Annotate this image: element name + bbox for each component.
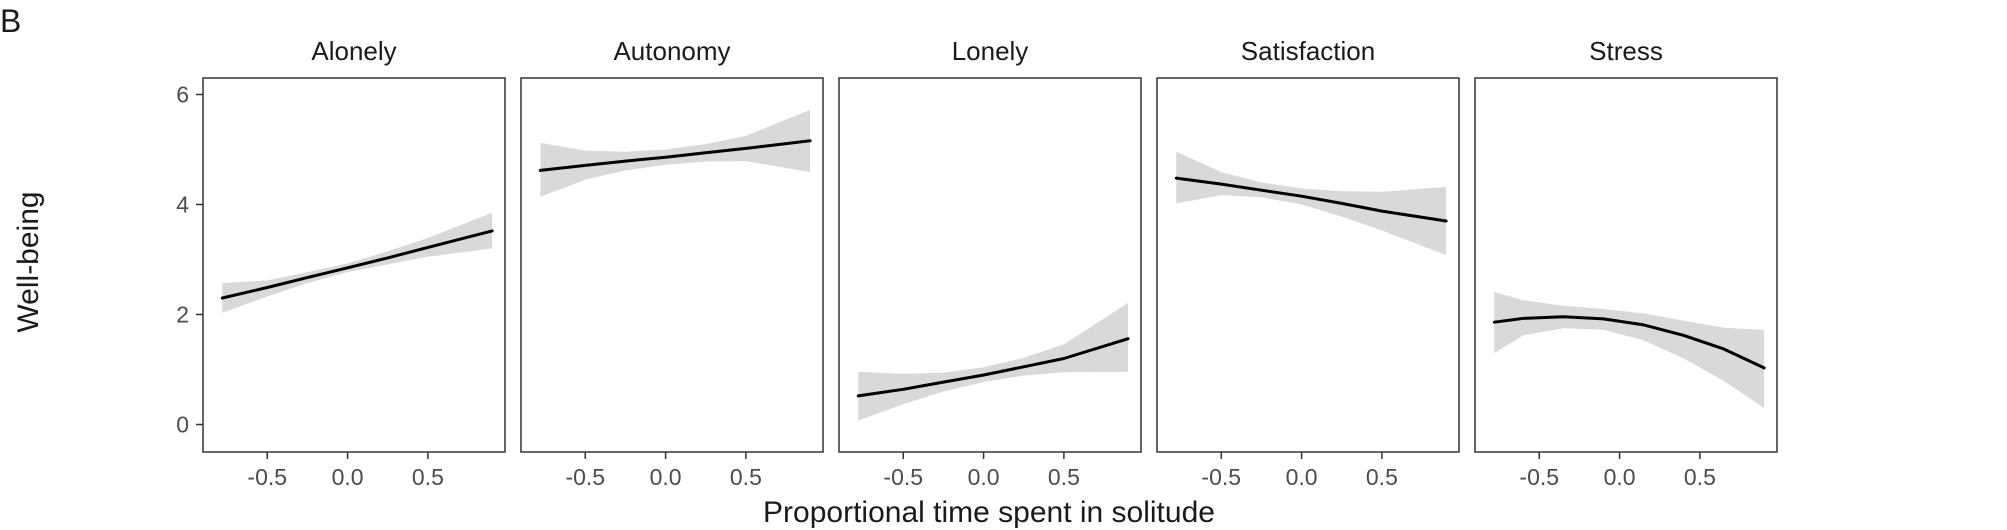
fit-line-alonely — [220, 229, 494, 300]
facet-alonely: Alonely -0.5 0.0 0.5 0 2 4 6 — [176, 36, 506, 490]
x-tick-label: -0.5 — [247, 464, 287, 490]
y-axis-label: Well-being — [12, 191, 45, 332]
x-tick-label: 0.5 — [1048, 464, 1080, 490]
x-tick-label: 0.5 — [412, 464, 444, 490]
panel-border — [1474, 77, 1778, 453]
x-tick-label: 0.5 — [1684, 464, 1716, 490]
facet-title: Lonely — [952, 36, 1029, 66]
y-tick-label: 2 — [176, 302, 189, 328]
x-tick-label: 0.5 — [730, 464, 762, 490]
x-tick-label: -0.5 — [1201, 464, 1241, 490]
confidence-ribbon-lonely — [858, 302, 1129, 421]
facet-satisfaction: Satisfaction -0.5 0.0 0.5 — [1156, 36, 1460, 490]
facet-title: Satisfaction — [1241, 36, 1375, 66]
confidence-ribbon-stress — [1494, 291, 1765, 408]
panel-border — [838, 77, 1142, 453]
facet-title: Autonomy — [613, 36, 730, 66]
x-tick-label: 0.0 — [332, 464, 364, 490]
fit-line-autonomy — [538, 139, 812, 172]
y-tick-label: 6 — [176, 82, 189, 108]
x-tick-label: 0.0 — [1604, 464, 1636, 490]
x-tick-label: -0.5 — [565, 464, 605, 490]
facet-title: Alonely — [311, 36, 396, 66]
fit-line-lonely — [856, 337, 1130, 398]
x-axis-label: Proportional time spent in solitude — [763, 496, 1215, 529]
facet-stress: Stress -0.5 0.0 0.5 — [1474, 36, 1778, 490]
panel-label: B — [0, 3, 21, 39]
x-tick-label: 0.0 — [1286, 464, 1318, 490]
y-tick-label: 0 — [176, 412, 189, 438]
x-tick-label: 0.0 — [650, 464, 682, 490]
panel-border — [1156, 77, 1460, 453]
x-tick-label: -0.5 — [883, 464, 923, 490]
confidence-ribbon-satisfaction — [1176, 151, 1447, 256]
panel-border — [520, 77, 824, 453]
panel-border — [202, 77, 506, 453]
facet-autonomy: Autonomy -0.5 0.0 0.5 — [520, 36, 824, 490]
y-tick-label: 4 — [176, 192, 189, 218]
x-tick-label: 0.5 — [1366, 464, 1398, 490]
facet-lonely: Lonely -0.5 0.0 0.5 — [838, 36, 1142, 490]
x-tick-label: -0.5 — [1519, 464, 1559, 490]
fit-line-stress — [1492, 315, 1766, 370]
fit-line-satisfaction — [1174, 176, 1448, 223]
confidence-ribbon-alonely — [222, 212, 493, 313]
facet-title: Stress — [1589, 36, 1663, 66]
confidence-ribbon-autonomy — [540, 109, 811, 197]
x-tick-label: 0.0 — [968, 464, 1000, 490]
